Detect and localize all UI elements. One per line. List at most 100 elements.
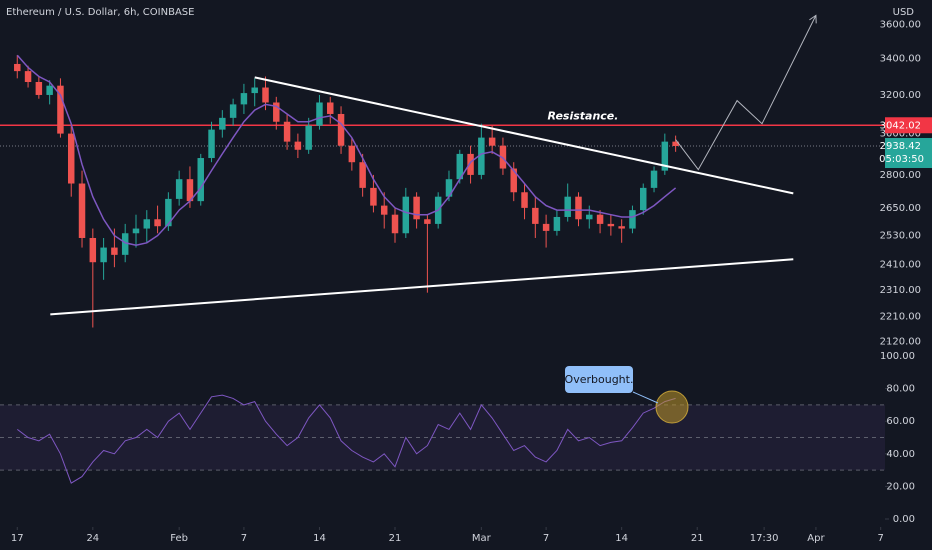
candle-body xyxy=(67,133,75,184)
candle-body xyxy=(132,228,140,234)
x-tick-label: 21 xyxy=(389,533,402,544)
x-tick-label: 14 xyxy=(313,533,326,544)
candle-body xyxy=(14,63,21,72)
candle-body xyxy=(672,141,679,147)
candle-body xyxy=(456,153,464,180)
candle-body xyxy=(57,85,64,134)
candle-body xyxy=(143,219,151,229)
candle-body xyxy=(273,102,280,122)
candle-body xyxy=(294,141,302,150)
candle-body xyxy=(46,85,53,95)
candle-body xyxy=(586,214,593,220)
candle-body xyxy=(316,102,323,126)
x-tick-label: Apr xyxy=(807,533,825,544)
candle-body xyxy=(219,117,226,130)
plot: 3600.00 3400.00 3200.00 3000.00 2800.00 2650.… xyxy=(0,14,932,544)
y-tick-label: 3200.00 xyxy=(880,90,921,101)
current-price-label: 2938.42 xyxy=(880,141,921,152)
candle-body xyxy=(240,93,248,105)
candle-body xyxy=(348,145,356,163)
rsi-tick-label: 100.00 xyxy=(880,351,915,362)
candle-body xyxy=(596,214,604,224)
x-tick-label: 17 xyxy=(11,533,24,544)
candle-body xyxy=(661,141,669,171)
candle-body xyxy=(402,196,410,234)
x-tick-label: 17:30 xyxy=(750,533,779,544)
candle-body xyxy=(553,216,561,231)
callout-box xyxy=(565,366,633,393)
candle-body xyxy=(564,196,571,217)
rsi-tick-label: 40.00 xyxy=(886,449,915,460)
rsi-tick-label: 60.00 xyxy=(886,416,915,427)
candle-body xyxy=(650,170,658,188)
y-tick-label: 2530.00 xyxy=(880,231,921,242)
trendline xyxy=(254,76,794,195)
candle-body xyxy=(111,247,118,255)
trendline xyxy=(50,258,794,316)
candle-body xyxy=(24,71,32,83)
y-tick-label: 2310.00 xyxy=(880,285,921,296)
candle-body xyxy=(510,168,517,193)
rsi-tick-label: 0.00 xyxy=(893,514,915,525)
candle-body xyxy=(262,87,269,103)
candle-body xyxy=(337,113,345,146)
y-tick-label: 2210.00 xyxy=(880,312,921,323)
moving-average xyxy=(16,54,677,246)
rsi-tick-label: 80.00 xyxy=(886,384,915,395)
candle-body xyxy=(78,183,86,238)
candle-body xyxy=(413,196,420,220)
candle-body xyxy=(165,198,172,227)
x-tick-label: Feb xyxy=(170,533,188,544)
x-tick-label: 21 xyxy=(691,533,704,544)
rsi-line xyxy=(17,394,676,484)
countdown-label: 05:03:50 xyxy=(879,154,924,165)
candle-body xyxy=(467,153,474,175)
candle-body xyxy=(229,104,237,118)
chart-title: Ethereum / U.S. Dollar, 6h, COINBASE xyxy=(6,7,194,18)
candle-body xyxy=(154,219,161,227)
candle-body xyxy=(391,214,399,234)
trendline xyxy=(675,15,817,171)
candle-body xyxy=(305,125,312,150)
candle-body xyxy=(283,121,291,142)
candle-body xyxy=(445,179,453,197)
y-tick-label: 3400.00 xyxy=(880,54,921,65)
current-price-box xyxy=(885,138,932,169)
candle-body xyxy=(607,223,615,227)
x-tick-label: 14 xyxy=(615,533,628,544)
callout-pointer xyxy=(632,391,659,404)
candle-body xyxy=(370,187,377,206)
candle-body xyxy=(488,137,496,146)
y-tick-label: 3000.00 xyxy=(880,129,921,140)
overbought-highlight xyxy=(655,390,689,424)
resistance-label: Resistance. xyxy=(548,109,619,122)
currency-label: USD xyxy=(893,7,915,18)
x-tick-label: 7 xyxy=(877,533,883,544)
candle-body xyxy=(499,145,507,169)
resistance-price-box xyxy=(885,117,932,134)
candle-body xyxy=(542,223,550,231)
x-tick-label: 24 xyxy=(86,533,99,544)
candle-body xyxy=(359,162,366,188)
arrow-head xyxy=(809,14,817,24)
candle-body xyxy=(89,237,97,263)
candle-body xyxy=(575,196,582,220)
candle-body xyxy=(208,129,215,159)
candle-body xyxy=(35,82,43,95)
resistance-price-label: 3042.02 xyxy=(880,120,921,131)
candle-body xyxy=(478,137,485,175)
candle-body xyxy=(251,87,258,94)
y-tick-label: 2120.00 xyxy=(880,336,921,347)
y-tick-label: 2800.00 xyxy=(880,170,921,181)
candle-body xyxy=(532,207,539,224)
candle-body xyxy=(629,210,636,229)
x-tick-label: Mar xyxy=(472,533,492,544)
candle-body xyxy=(521,192,528,208)
candle-body xyxy=(197,158,204,202)
y-tick-label: 2410.00 xyxy=(880,260,921,271)
candle-body xyxy=(424,219,431,224)
x-tick-label: 7 xyxy=(543,533,549,544)
rsi-pane xyxy=(0,404,885,471)
